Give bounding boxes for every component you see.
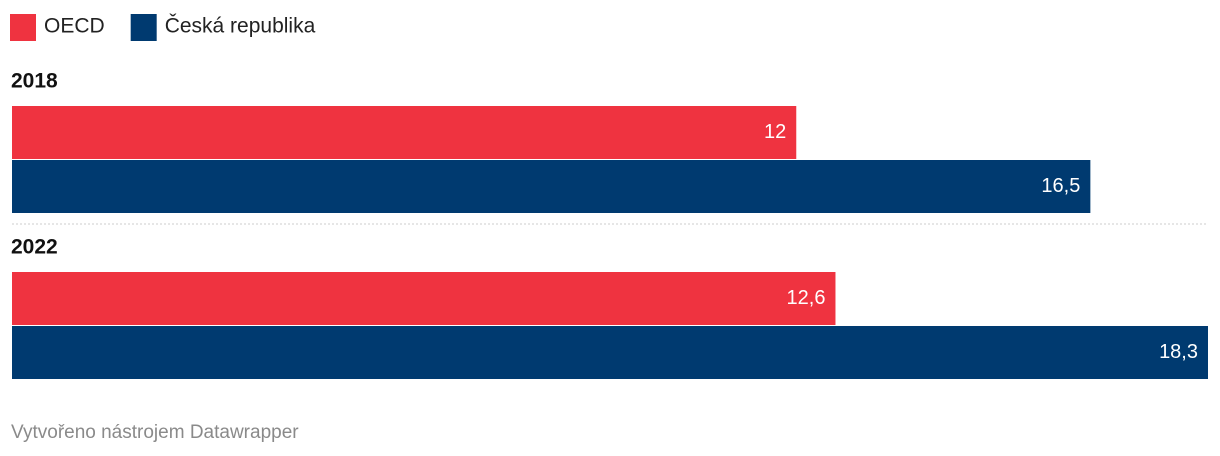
group-label: 2022 bbox=[11, 236, 58, 259]
legend-label: OECD bbox=[44, 15, 105, 38]
value-label: 12 bbox=[764, 121, 786, 143]
value-label: 18,3 bbox=[1159, 341, 1198, 363]
legend-swatch bbox=[10, 14, 36, 41]
value-label: 12,6 bbox=[787, 287, 826, 309]
bar bbox=[12, 160, 1091, 213]
bar bbox=[12, 326, 1208, 379]
legend-label: Česká republika bbox=[165, 15, 316, 38]
group-label: 2018 bbox=[11, 70, 58, 93]
legend-swatch bbox=[130, 14, 157, 41]
bar bbox=[12, 272, 836, 325]
value-label: 16,5 bbox=[1041, 175, 1080, 197]
bar bbox=[12, 106, 797, 159]
credit: Vytvořeno nástrojem Datawrapper bbox=[11, 422, 299, 443]
